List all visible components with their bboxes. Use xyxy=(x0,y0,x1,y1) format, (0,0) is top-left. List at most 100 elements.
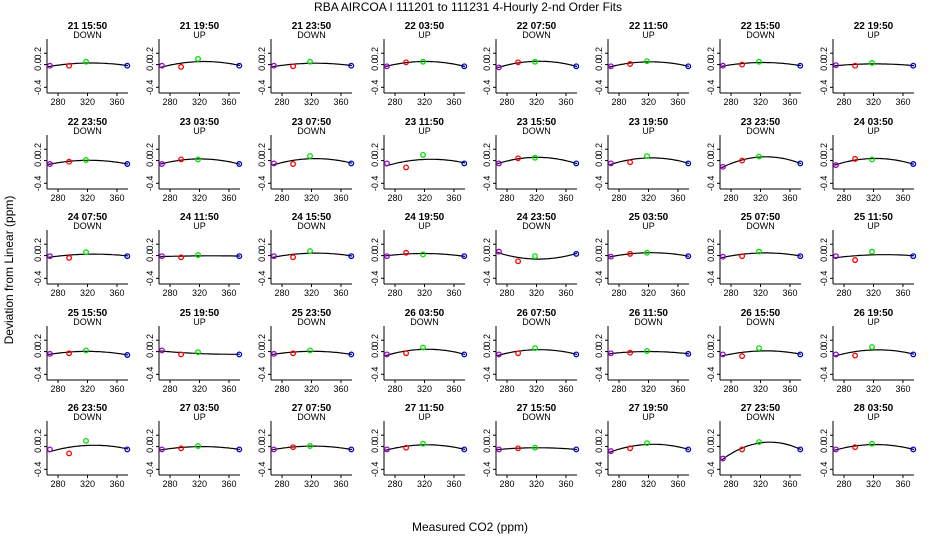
x-tick-label: 360 xyxy=(109,479,124,489)
data-point xyxy=(66,450,73,457)
x-tick-label: 280 xyxy=(724,384,739,394)
data-point xyxy=(158,253,165,260)
panel-title: 24 15:50 xyxy=(292,212,332,223)
panel-mode-label: DOWN xyxy=(297,221,326,231)
x-tick-label: 280 xyxy=(500,384,515,394)
panel-title: 21 23:50 xyxy=(292,21,332,32)
y-tick-label: 0.0 xyxy=(33,154,43,167)
data-point xyxy=(832,62,839,69)
y-tick-label: 0.0 xyxy=(145,345,155,358)
x-tick-label: 320 xyxy=(80,384,95,394)
panel-title: 22 23:50 xyxy=(68,117,108,128)
data-point xyxy=(124,352,131,358)
data-point xyxy=(290,254,297,261)
data-point xyxy=(869,440,875,447)
data-point xyxy=(607,63,614,70)
x-tick-label: 360 xyxy=(109,384,124,394)
y-tick-label: -0.4 xyxy=(257,80,267,96)
x-tick-label: 280 xyxy=(612,384,627,394)
data-point xyxy=(236,62,243,69)
x-axis-label: Measured CO2 (ppm) xyxy=(412,520,528,534)
data-point xyxy=(869,59,875,66)
y-tick-label: 0.2 xyxy=(33,143,43,156)
x-tick-label: 280 xyxy=(163,288,178,298)
data-point xyxy=(685,350,692,357)
data-point xyxy=(420,440,426,447)
x-tick-label: 320 xyxy=(529,193,544,203)
data-point xyxy=(627,61,634,67)
y-tick-label: 0.2 xyxy=(257,238,267,251)
data-point xyxy=(420,151,426,158)
panel-title: 23 19:50 xyxy=(629,117,669,128)
x-tick-label: 320 xyxy=(417,479,432,489)
y-tick-label: 0.0 xyxy=(257,440,267,453)
data-point xyxy=(852,155,859,162)
x-tick-label: 360 xyxy=(670,288,685,298)
data-point xyxy=(832,351,839,358)
x-tick-label: 280 xyxy=(612,479,627,489)
x-tick-label: 360 xyxy=(446,479,461,489)
data-point xyxy=(383,160,390,167)
y-tick-label: 0.0 xyxy=(145,440,155,453)
x-tick-label: 360 xyxy=(895,193,910,203)
fit-curve xyxy=(497,251,578,260)
y-tick-label: 0.2 xyxy=(706,47,716,60)
x-tick-label: 360 xyxy=(670,97,685,107)
fit-curve xyxy=(609,443,690,453)
y-tick-label: -0.4 xyxy=(594,462,604,478)
x-tick-label: 280 xyxy=(500,97,515,107)
data-point xyxy=(869,344,875,350)
panel-mode-label: DOWN xyxy=(746,30,775,40)
data-point xyxy=(46,446,53,453)
data-point xyxy=(685,160,692,167)
panel-mode-label: UP xyxy=(193,317,206,327)
data-point xyxy=(852,444,859,451)
data-point xyxy=(607,350,614,357)
data-point xyxy=(739,253,746,260)
x-tick-label: 360 xyxy=(782,384,797,394)
panel-title: 27 03:50 xyxy=(180,403,220,414)
data-point xyxy=(420,344,426,351)
y-tick-label: 0.2 xyxy=(370,334,380,347)
data-point xyxy=(307,347,313,354)
data-point xyxy=(461,253,468,260)
y-tick-label: 0.2 xyxy=(257,47,267,60)
data-point xyxy=(290,161,297,167)
y-tick-label: 0.0 xyxy=(706,345,716,358)
data-point xyxy=(270,160,277,167)
y-tick-label: -0.4 xyxy=(33,176,43,192)
data-point xyxy=(869,156,875,163)
x-tick-label: 280 xyxy=(388,479,403,489)
panel-title: 25 23:50 xyxy=(292,308,332,319)
data-point xyxy=(515,445,522,452)
x-tick-label: 360 xyxy=(782,97,797,107)
y-tick-label: 0.2 xyxy=(594,47,604,60)
y-tick-label: 0.2 xyxy=(819,238,829,251)
x-tick-label: 360 xyxy=(109,288,124,298)
x-tick-label: 280 xyxy=(837,288,852,298)
data-point xyxy=(420,251,426,258)
fit-curve xyxy=(834,254,915,259)
y-tick-label: 0.0 xyxy=(482,154,492,167)
y-tick-label: 0.0 xyxy=(257,345,267,358)
fit-curve xyxy=(272,62,353,68)
y-tick-label: -0.4 xyxy=(145,367,155,383)
y-tick-label: -0.4 xyxy=(819,462,829,478)
panel-mode-label: DOWN xyxy=(297,126,326,136)
x-tick-label: 280 xyxy=(51,193,66,203)
x-tick-label: 320 xyxy=(641,479,656,489)
x-tick-label: 280 xyxy=(837,384,852,394)
x-tick-label: 280 xyxy=(500,288,515,298)
x-tick-label: 320 xyxy=(192,479,207,489)
x-tick-label: 360 xyxy=(895,479,910,489)
x-tick-label: 280 xyxy=(500,193,515,203)
x-tick-label: 320 xyxy=(80,479,95,489)
